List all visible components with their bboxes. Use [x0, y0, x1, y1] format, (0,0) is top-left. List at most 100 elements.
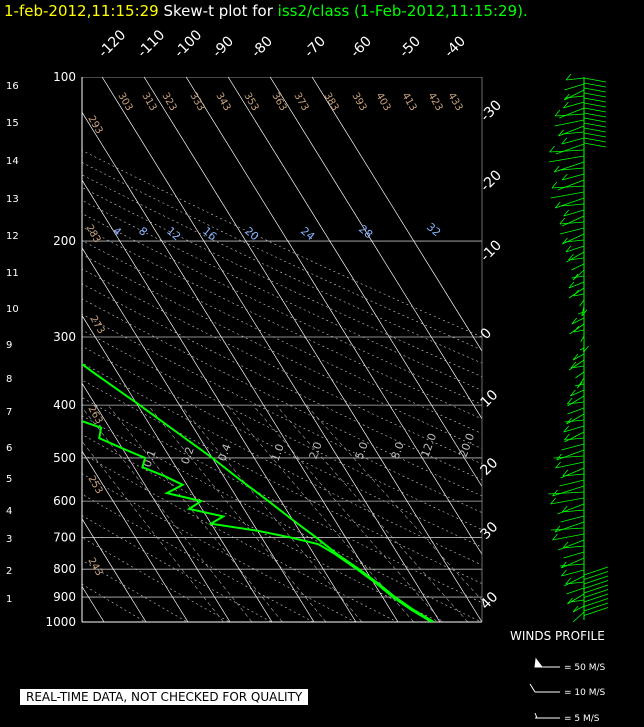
mixing-ratio-line-0.4	[107, 404, 283, 622]
isotherm-top-label-7: -50	[397, 33, 424, 60]
wind-barb-flag	[558, 129, 564, 137]
dry-adiabat-label-363: 363	[269, 91, 288, 113]
dry-adiabat-label-283: 283	[83, 223, 102, 245]
wind-barb	[549, 149, 585, 153]
wind-barb	[550, 497, 585, 505]
pressure-label-900: 900	[53, 590, 76, 604]
isotherm-top-label-2: -100	[172, 27, 206, 61]
mixing-ratio-line-12	[275, 404, 469, 622]
wind-barb	[572, 611, 585, 623]
dry-adiabat-label-293: 293	[85, 114, 104, 136]
wind-barb	[558, 539, 585, 551]
dry-adiabat-label-423: 423	[425, 91, 444, 113]
isotherm--20	[82, 247, 315, 622]
wind-barb	[567, 407, 585, 415]
wind-barb-flag	[573, 325, 580, 333]
height-label-4: 4	[6, 506, 12, 517]
wind-barb	[583, 77, 607, 83]
wind-barb	[583, 87, 607, 93]
wind-barb	[583, 117, 607, 123]
legend-50-label: = 50 M/S	[564, 663, 606, 673]
wind-barb	[572, 605, 585, 613]
wind-barb-flag	[572, 353, 579, 361]
height-label-10: 10	[6, 304, 19, 315]
wind-barb	[583, 112, 607, 118]
wind-barb-flag	[561, 173, 568, 181]
wind-barb	[583, 584, 609, 594]
isotherm-top-label-5: -70	[302, 33, 329, 60]
dry-adiabat-label-433: 433	[445, 91, 464, 113]
wind-barb	[561, 569, 585, 577]
isotherm-40	[227, 77, 482, 488]
wind-barb-flag	[554, 201, 561, 209]
wind-barb	[583, 102, 607, 108]
title-datetime: 1-feb-2012,11:15:29	[4, 2, 159, 20]
wind-barb-flag	[581, 309, 588, 317]
mixing-ratio-label-5.0: 5.0	[353, 440, 371, 461]
wind-barb	[583, 107, 607, 113]
wind-barb-flag	[560, 561, 567, 569]
pressure-label-200: 200	[53, 234, 76, 248]
mixing-ratio-line-8	[252, 404, 443, 622]
wind-barb	[561, 557, 585, 569]
wind-barb-flag	[556, 453, 562, 461]
wind-barb	[566, 587, 585, 595]
isotherm-right-label-6: 30	[478, 519, 502, 543]
height-label-6: 6	[6, 443, 12, 454]
wind-barb	[583, 137, 607, 143]
wind-barb	[553, 455, 585, 459]
wind-barb	[572, 353, 585, 361]
wind-barb	[573, 293, 585, 297]
moist-adiabat-label-24: 24	[298, 224, 317, 243]
wind-barb	[583, 593, 609, 603]
plot-frame	[81, 77, 483, 623]
isotherm--50	[82, 450, 189, 622]
isotherm-0	[82, 111, 399, 622]
wind-barb	[583, 571, 609, 580]
wind-barb	[570, 365, 585, 369]
mixing-ratio-label-12.0: 12.0	[419, 432, 440, 459]
wind-barb	[563, 425, 585, 433]
wind-barb	[563, 101, 585, 109]
dry-adiabat-353	[82, 313, 482, 513]
height-label-9: 9	[6, 340, 12, 351]
dry-adiabat-label-393: 393	[349, 91, 368, 113]
pressure-label-800: 800	[53, 562, 76, 576]
pressure-label-100: 100	[53, 70, 76, 84]
wind-barb-flag	[563, 209, 570, 217]
dry-adiabat-223	[82, 559, 188, 622]
height-label-14: 14	[6, 156, 19, 167]
wind-barb-flag	[562, 541, 569, 549]
wind-barb-flag	[570, 389, 576, 397]
wind-barb	[560, 167, 585, 171]
wind-barb	[548, 491, 585, 495]
wind-barb	[562, 473, 585, 477]
height-label-1: 1	[6, 594, 12, 605]
isotherm--10	[82, 179, 357, 622]
wind-barb	[561, 137, 585, 145]
wind-barb	[583, 122, 607, 128]
moist-adiabat-label-28: 28	[356, 222, 375, 241]
wind-barb-flag	[561, 569, 567, 577]
wind-barb	[580, 335, 585, 343]
mixing-ratio-label-1.0: 1.0	[269, 442, 287, 463]
isotherm-50	[269, 77, 482, 420]
title-station: iss2/class (1-Feb-2012,11:15:29).	[277, 2, 528, 20]
wind-barb	[575, 371, 585, 379]
wind-barb	[555, 197, 585, 209]
wind-barb	[570, 599, 585, 603]
wind-barb	[565, 245, 585, 253]
wind-barb	[565, 581, 585, 585]
wind-barb-flag	[566, 417, 572, 425]
wind-barb-flag	[551, 181, 558, 189]
wind-barb	[554, 521, 585, 533]
wind-barb	[548, 155, 585, 163]
winds-profile-title: WINDS PROFILE	[510, 629, 605, 643]
dry-adiabat-label-413: 413	[399, 91, 418, 113]
pressure-label-1000: 1000	[45, 615, 76, 629]
wind-barb	[570, 389, 585, 397]
wind-barb-flag	[561, 137, 568, 145]
height-label-2: 2	[6, 566, 12, 577]
wind-barb-flag	[562, 469, 569, 477]
